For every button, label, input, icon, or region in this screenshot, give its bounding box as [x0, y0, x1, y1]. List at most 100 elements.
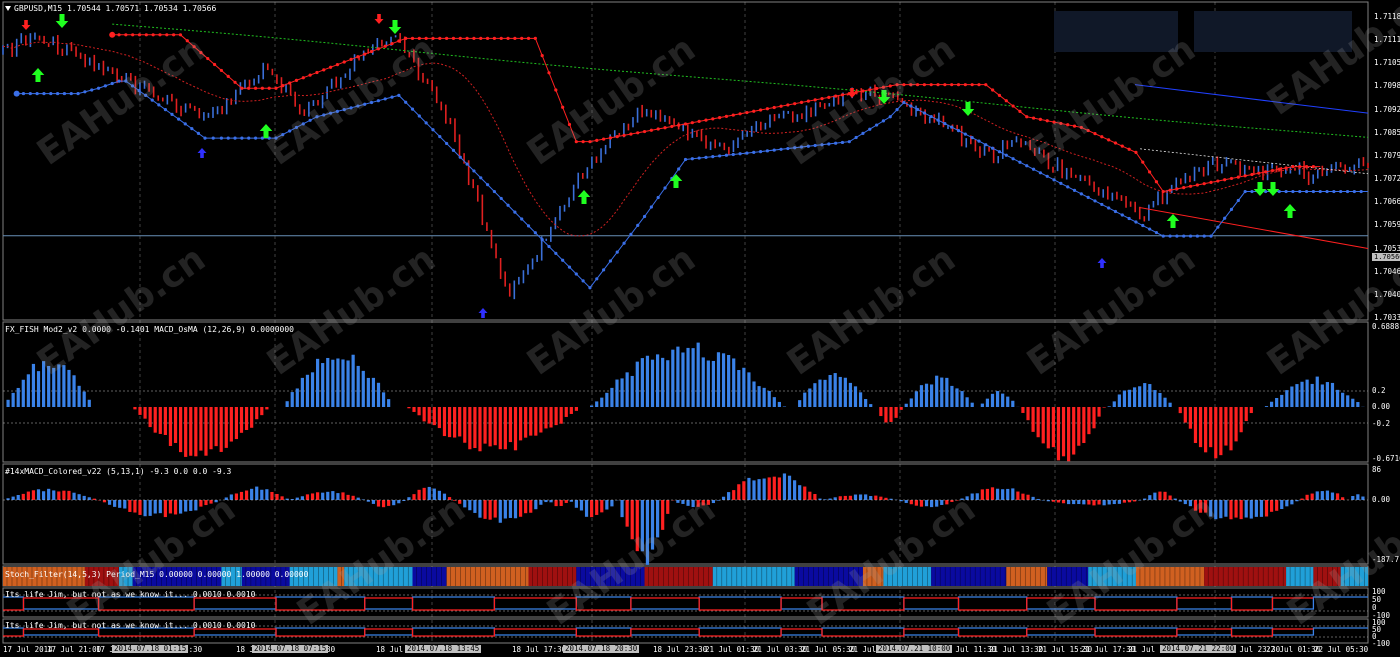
macd-bar: [493, 500, 497, 518]
stop-red-dot: [267, 86, 271, 90]
fish-bar: [569, 407, 573, 414]
stop-blue-dot: [840, 140, 845, 145]
stoch-block: [1340, 567, 1368, 586]
stop-blue-dot: [1086, 195, 1090, 200]
stop-red-dot: [424, 36, 428, 40]
stop-blue-dot: [1154, 230, 1159, 235]
fish-bar: [539, 407, 543, 433]
stop-red-dot: [390, 42, 394, 46]
price-axis-label: 1.70985: [1374, 81, 1400, 91]
macd-bar: [1168, 495, 1172, 500]
stop-red-dot: [335, 63, 340, 67]
macd-bar: [341, 492, 345, 500]
fish-bar: [930, 384, 934, 407]
time-axis-label: 21 Jul 23:30: [1226, 645, 1281, 654]
macd-bar: [716, 500, 721, 501]
macd-bar: [158, 500, 162, 514]
stop-red-dot: [745, 110, 749, 115]
stop-red-dot: [1291, 165, 1295, 169]
fish-bar: [1229, 407, 1233, 451]
fish-bar: [833, 373, 837, 407]
fish-bar: [635, 361, 639, 407]
stop-red-dot: [151, 33, 155, 37]
stop-blue-dot: [997, 150, 1002, 154]
fish-bar: [995, 391, 1000, 407]
fish-bar: [549, 407, 553, 428]
macd-bar: [153, 500, 157, 514]
macd-bar: [757, 479, 761, 500]
stop-red-dot: [526, 36, 531, 40]
stop-red-start-dot: [109, 31, 116, 38]
stop-red-dot: [404, 36, 408, 40]
fish-bar: [1087, 407, 1091, 435]
price-axis-label: 1.70335: [1374, 313, 1400, 322]
stop-red-dot: [1127, 147, 1131, 151]
macd-bar: [1077, 500, 1081, 505]
stop-red-dot: [185, 39, 189, 43]
stop-red-dot: [274, 86, 278, 90]
macd-bar: [950, 500, 954, 502]
macd-bar: [909, 500, 913, 505]
stop-blue-dot: [554, 251, 558, 255]
macd-bar: [82, 495, 86, 500]
stop-blue-dot: [465, 162, 469, 166]
indicator-axis-label: 0: [1372, 632, 1377, 641]
macd-bar: [767, 477, 771, 500]
arrow-up-icon: [31, 68, 45, 82]
fish-bar: [894, 407, 898, 418]
macd-bar: [879, 496, 883, 500]
indicator-axis-label: 50: [1372, 625, 1382, 634]
dropdown-icon[interactable]: [5, 6, 11, 11]
fish-bar: [1127, 389, 1132, 407]
stop-blue-dot: [731, 152, 735, 157]
stop-blue-dot: [806, 144, 810, 148]
price-axis-label: 1.70920: [1374, 104, 1400, 114]
macd-bar: [1006, 488, 1010, 500]
fish-bar: [371, 377, 376, 407]
stop-red-dot: [158, 33, 162, 37]
macd-bar: [1148, 495, 1152, 500]
stoch-block: [862, 567, 884, 586]
fish-bar: [518, 407, 523, 441]
stop-blue-dot: [772, 148, 776, 152]
macd-bar: [26, 491, 30, 500]
stop-blue-dot: [196, 131, 201, 135]
stop-red-dot: [840, 93, 845, 97]
fish-bar: [498, 407, 502, 450]
stop-red-dot: [240, 86, 244, 90]
life-jim-1-title: Its life Jim, but not as we know it... 0…: [5, 590, 256, 599]
macd-bar: [412, 494, 416, 500]
fish-bar: [864, 399, 868, 407]
macd-bar: [437, 490, 441, 500]
macd-bar: [381, 500, 386, 508]
fish-bar: [716, 352, 721, 407]
stop-red-dot: [458, 36, 462, 40]
stop-red-dot: [294, 78, 299, 82]
macd-bar: [1356, 494, 1360, 500]
stop-red-dot: [137, 33, 142, 37]
fish-bar: [980, 403, 984, 407]
stop-blue-dot: [765, 149, 770, 153]
stop-red-dot: [1059, 121, 1063, 126]
macd-bar: [1305, 494, 1309, 500]
fish-bar: [488, 407, 492, 447]
fish-bar: [417, 407, 421, 416]
stop-blue-dot: [1168, 234, 1172, 238]
stop-blue-dot: [540, 238, 544, 242]
fish-bar: [823, 379, 827, 407]
ma-green-line: [112, 23, 1369, 138]
fish-bar: [879, 407, 883, 417]
stop-blue-dot: [547, 244, 551, 249]
macd-bar: [255, 486, 259, 500]
stop-blue-dot: [56, 91, 60, 96]
macd-bar: [1021, 493, 1025, 500]
time-crosshair-label: 2014.07.18 07:15: [252, 644, 329, 653]
fish-bar: [985, 398, 990, 407]
stop-blue-dot: [602, 268, 606, 272]
stop-red-dot: [1270, 168, 1275, 173]
stop-red-dot: [724, 114, 729, 118]
stop-red-dot: [226, 74, 230, 78]
macd-bar: [980, 489, 984, 500]
